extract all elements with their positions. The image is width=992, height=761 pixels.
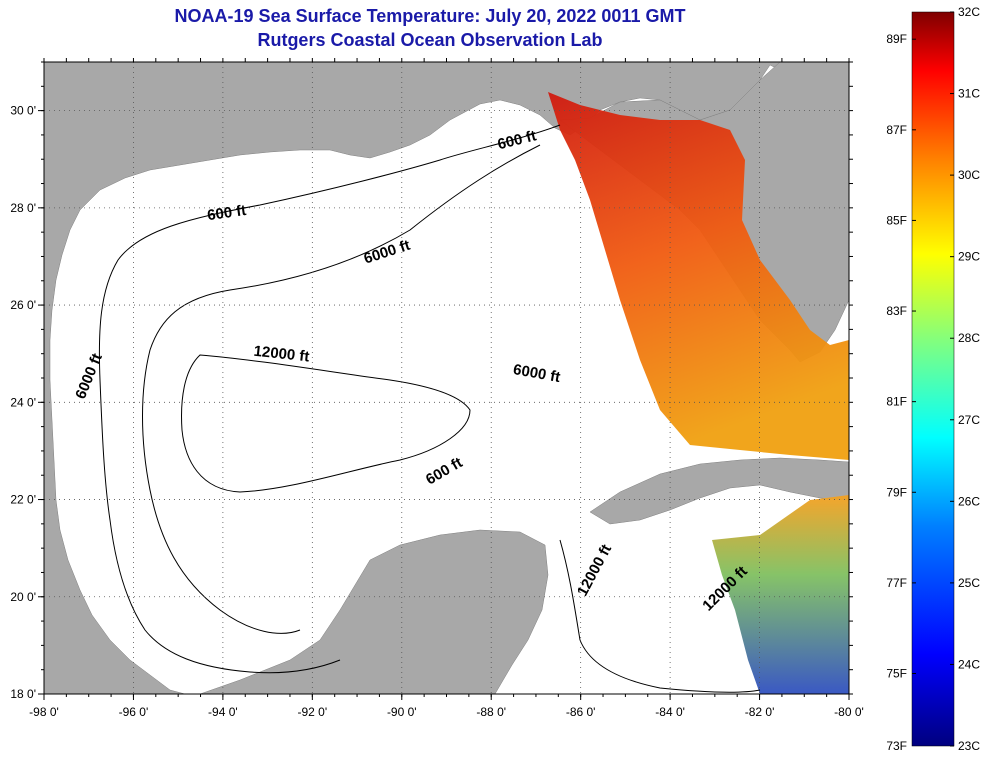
colorbar-label-f: 83F	[886, 304, 907, 318]
colorbar-label-c: 28C	[958, 331, 980, 345]
colorbar-label-c: 24C	[958, 657, 980, 671]
colorbar-label-c: 27C	[958, 413, 980, 427]
colorbar-label-f: 75F	[886, 667, 907, 681]
colorbar	[911, 11, 955, 747]
lat-tick-label: 24 0'	[10, 395, 36, 409]
land-yucatan	[199, 529, 549, 694]
lon-tick-label: -82 0'	[745, 705, 775, 719]
colorbar-label-c: 26C	[958, 494, 980, 508]
lon-tick-label: -90 0'	[387, 705, 417, 719]
lat-tick-label: 18 0'	[10, 687, 36, 701]
lon-tick-label: -98 0'	[29, 705, 59, 719]
sst-swath-carib	[712, 495, 849, 694]
contour-12000ft	[181, 354, 471, 493]
colorbar-label-c: 31C	[958, 87, 980, 101]
lon-tick-label: -80 0'	[834, 705, 864, 719]
lat-tick-label: 22 0'	[10, 493, 36, 507]
colorbar-label-f: 81F	[886, 395, 907, 409]
lon-tick-label: -84 0'	[655, 705, 685, 719]
map-title: NOAA-19 Sea Surface Temperature: July 20…	[174, 6, 686, 26]
grid-lines	[44, 62, 849, 694]
colorbar-label-c: 25C	[958, 576, 980, 590]
colorbar-label-f: 85F	[886, 213, 907, 227]
lat-tick-label: 26 0'	[10, 298, 36, 312]
lat-tick-label: 20 0'	[10, 590, 36, 604]
colorbar-label-c: 32C	[958, 5, 980, 19]
colorbar-label-f: 77F	[886, 576, 907, 590]
colorbar-label-f: 73F	[886, 739, 907, 753]
lat-tick-label: 30 0'	[10, 104, 36, 118]
lon-tick-label: -94 0'	[208, 705, 238, 719]
lon-tick-label: -88 0'	[476, 705, 506, 719]
contour-caribbean	[559, 539, 761, 693]
lon-tick-label: -92 0'	[298, 705, 328, 719]
lon-tick-label: -86 0'	[566, 705, 596, 719]
map-subtitle: Rutgers Coastal Ocean Observation Lab	[257, 30, 603, 50]
colorbar-labels: 32C 31C 30C 29C 28C 27C 26C 25C 24C 23C 89F 87F 85F 8…	[886, 5, 980, 753]
contour-label: 600 ft	[206, 202, 247, 224]
colorbar-label-f: 89F	[886, 32, 907, 46]
colorbar-label-c: 30C	[958, 168, 980, 182]
colorbar-label-c: 23C	[958, 739, 980, 753]
colorbar-label-f: 87F	[886, 123, 907, 137]
lat-tick-label: 28 0'	[10, 201, 36, 215]
contour-600ft	[98, 124, 561, 674]
axis-ticks: -98 0' -96 0' -94 0' -92 0' -90 0' -88 0' -86 …	[10, 58, 864, 719]
bathymetry-contours	[98, 124, 761, 693]
lon-tick-label: -96 0'	[119, 705, 149, 719]
colorbar-label-c: 29C	[958, 250, 980, 264]
contour-label: 12000 ft	[253, 343, 310, 366]
contour-6000ft	[142, 144, 541, 634]
colorbar-label-f: 79F	[886, 485, 907, 499]
sst-swath-florida	[548, 92, 849, 460]
